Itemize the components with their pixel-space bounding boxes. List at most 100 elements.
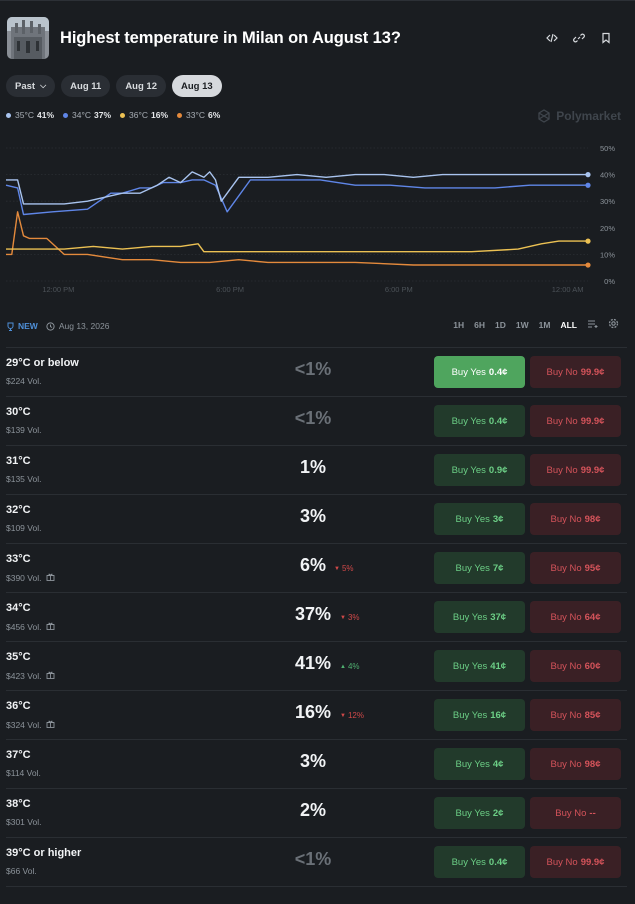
- outcome-name: 30°C: [6, 406, 31, 418]
- buy-yes-button[interactable]: Buy Yes 3¢: [434, 503, 525, 535]
- y-tick-label: 10%: [600, 250, 615, 259]
- buy-yes-label: Buy Yes: [455, 562, 490, 574]
- outcome-name: 35°C: [6, 651, 31, 663]
- buy-yes-button[interactable]: Buy Yes 0.9¢: [434, 454, 525, 486]
- legend-item: 36°C 16%: [120, 110, 168, 120]
- tab-aug-13[interactable]: Aug 13: [172, 75, 222, 97]
- buy-yes-label: Buy Yes: [455, 758, 490, 770]
- buy-no-label: Buy No: [550, 562, 582, 574]
- buy-no-label: Buy No: [546, 366, 578, 378]
- buy-yes-button[interactable]: Buy Yes 41¢: [434, 650, 525, 682]
- outcome-row[interactable]: 35°C $423 Vol. 41% ▲ 4% Buy Yes 41¢ Buy No 60¢: [6, 641, 627, 690]
- volume-text: $114 Vol.: [6, 768, 41, 778]
- filter-lines-icon[interactable]: [582, 319, 603, 331]
- outcome-probability: 16%: [294, 702, 332, 722]
- outcome-name: 32°C: [6, 504, 31, 516]
- buy-yes-button[interactable]: Buy Yes 7¢: [434, 552, 525, 584]
- buy-no-label: Buy No: [546, 856, 578, 868]
- outcome-row[interactable]: 36°C $324 Vol. 16% ▼ 12% Buy Yes 16¢ Buy No 85¢: [6, 690, 627, 739]
- chart-legend: 35°C 41% 34°C 37% 36°C 16% 33°C 6%: [6, 110, 220, 120]
- outcome-probability: 3%: [299, 506, 326, 526]
- price-chart[interactable]: 50% 40% 30% 20% 10% 0% 12:00 PM 6:00 PM 6:00 PM 1…: [0, 138, 635, 298]
- legend-name: 34°C: [72, 110, 92, 120]
- outcome-name: 33°C: [6, 553, 31, 565]
- buy-no-button[interactable]: Buy No 85¢: [530, 699, 621, 731]
- outcome-row[interactable]: 39°C or higher $66 Vol. <1% Buy Yes 0.4¢ Buy …: [6, 837, 627, 886]
- range-1h[interactable]: 1H: [453, 319, 465, 330]
- buy-no-button[interactable]: Buy No 95¢: [530, 552, 621, 584]
- buy-no-button[interactable]: Buy No 99.9¢: [530, 405, 621, 437]
- clock-icon: [46, 321, 55, 331]
- outcome-row[interactable]: 30°C $139 Vol. <1% Buy Yes 0.4¢ Buy No 99.9¢: [6, 396, 627, 445]
- embed-code-icon[interactable]: [538, 28, 565, 48]
- outcome-name: 37°C: [6, 749, 31, 761]
- meta-bar: NEW Aug 13, 2026 1H 6H 1D 1W 1M ALL: [6, 318, 624, 334]
- buy-no-button[interactable]: Buy No 60¢: [530, 650, 621, 682]
- buy-yes-button[interactable]: Buy Yes 2¢: [434, 797, 525, 829]
- outcome-probability: <1%: [294, 408, 332, 428]
- tab-past[interactable]: Past ⌵: [6, 75, 56, 97]
- buy-no-button[interactable]: Buy No 98¢: [530, 748, 621, 780]
- outcome-volume: $324 Vol.: [6, 719, 55, 730]
- buy-no-button[interactable]: Buy No 98¢: [530, 503, 621, 535]
- volume-text: $109 Vol.: [6, 523, 42, 533]
- settings-gear-icon[interactable]: [603, 318, 624, 331]
- market-thumbnail: [7, 17, 49, 59]
- buy-no-price: 99.9¢: [580, 856, 605, 868]
- range-1m[interactable]: 1M: [538, 319, 551, 330]
- range-all[interactable]: ALL: [560, 319, 577, 330]
- outcome-row[interactable]: 31°C $135 Vol. 1% Buy Yes 0.9¢ Buy No 99.9¢: [6, 445, 627, 494]
- gift-icon: [46, 572, 55, 583]
- buy-yes-button[interactable]: Buy Yes 4¢: [434, 748, 525, 780]
- outcome-row[interactable]: 37°C $114 Vol. 3% Buy Yes 4¢ Buy No 98¢: [6, 739, 627, 788]
- outcome-row[interactable]: 32°C $109 Vol. 3% Buy Yes 3¢ Buy No 98¢: [6, 494, 627, 543]
- chevron-down-icon: ⌵: [40, 81, 47, 90]
- buy-no-button[interactable]: Buy No 99.9¢: [530, 846, 621, 878]
- polymarket-logo-icon: [538, 109, 550, 123]
- buy-no-price: 64¢: [584, 611, 601, 623]
- change-text: 5%: [341, 564, 354, 573]
- buy-no-button[interactable]: Buy No 99.9¢: [530, 356, 621, 388]
- x-tick-label: 12:00 PM: [42, 285, 74, 294]
- outcome-probability: 6%: [299, 555, 326, 575]
- gift-icon: [46, 621, 55, 632]
- buy-no-button[interactable]: Buy No --: [530, 797, 621, 829]
- outcome-volume: $224 Vol.: [6, 376, 41, 386]
- buy-yes-button[interactable]: Buy Yes 37¢: [434, 601, 525, 633]
- buy-yes-button[interactable]: Buy Yes 0.4¢: [434, 405, 525, 437]
- tab-aug-12[interactable]: Aug 12: [116, 75, 166, 97]
- series-end-point: [585, 182, 591, 188]
- volume-text: $423 Vol.: [6, 670, 42, 681]
- range-1d[interactable]: 1D: [495, 319, 506, 330]
- buy-no-button[interactable]: Buy No 64¢: [530, 601, 621, 633]
- buy-no-button[interactable]: Buy No 99.9¢: [530, 454, 621, 486]
- volume-text: $66 Vol.: [6, 866, 37, 876]
- legend-name: 36°C: [129, 110, 149, 120]
- outcome-row[interactable]: 29°C or below $224 Vol. <1% Buy Yes 0.4¢ Buy …: [6, 347, 627, 396]
- buy-yes-button[interactable]: Buy Yes 0.4¢: [434, 356, 525, 388]
- outcome-row[interactable]: 38°C $301 Vol. 2% Buy Yes 2¢ Buy No --: [6, 788, 627, 837]
- buy-yes-price: 7¢: [492, 562, 504, 574]
- y-tick-label: 0%: [604, 277, 615, 286]
- tab-aug-11[interactable]: Aug 11: [61, 75, 111, 97]
- buy-yes-button[interactable]: Buy Yes 0.4¢: [434, 846, 525, 878]
- outcome-volume: $456 Vol.: [6, 621, 55, 632]
- outcome-probability: 1%: [299, 457, 326, 477]
- link-icon[interactable]: [565, 28, 592, 48]
- range-1w[interactable]: 1W: [515, 319, 529, 330]
- range-6h[interactable]: 6H: [474, 319, 486, 330]
- outcome-row[interactable]: 33°C $390 Vol. 6% ▼ 5% Buy Yes 7¢ Buy No 95¢: [6, 543, 627, 592]
- buy-no-price: 85¢: [584, 709, 601, 721]
- y-tick-label: 40%: [600, 171, 615, 180]
- buy-yes-button[interactable]: Buy Yes 16¢: [434, 699, 525, 731]
- bookmark-icon[interactable]: [592, 28, 619, 48]
- buy-yes-price: 0.4¢: [488, 366, 508, 378]
- outcome-row[interactable]: 34°C $456 Vol. 37% ▼ 3% Buy Yes 37¢ Buy No 64¢: [6, 592, 627, 641]
- buy-no-price: 60¢: [584, 660, 601, 672]
- x-tick-label: 6:00 PM: [385, 285, 413, 294]
- legend-name: 35°C: [15, 110, 34, 120]
- legend-item: 35°C 41%: [6, 110, 54, 120]
- series-end-point: [585, 238, 591, 244]
- buy-yes-price: 3¢: [492, 513, 504, 525]
- buy-no-price: 99.9¢: [580, 415, 605, 427]
